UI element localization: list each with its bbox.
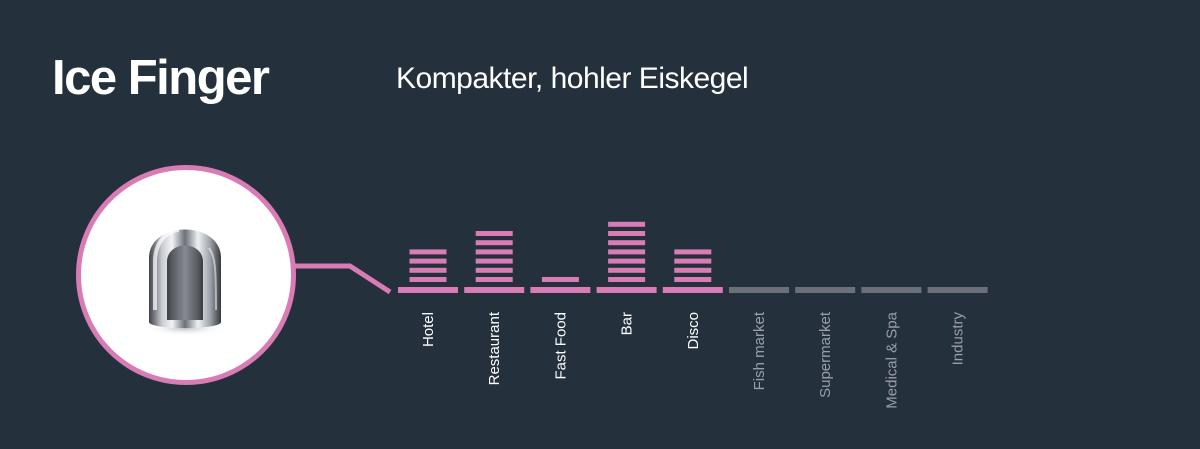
bar-segment [541,277,579,282]
bar-segment [608,231,646,236]
ice-finger-image [145,228,225,336]
category-label: Fish market [751,311,768,390]
bar-segment [409,267,447,273]
baseline-segment [596,287,657,293]
bar-segment [674,249,712,255]
baseline-segment [398,287,458,293]
bar-segment [674,258,712,264]
ice-finger-subtitle: Kompakter, hohler Eiskegel [396,62,749,95]
bar-segment [475,240,513,246]
bar-segment [475,258,513,264]
category-label: Fast Food [552,312,569,380]
bar-segment [608,277,646,282]
bar-segment [608,240,646,246]
category-label: Medical & Spa [883,311,900,408]
product-image-circle [76,165,296,385]
category-label: Restaurant [486,311,503,385]
bar-segment [674,267,712,273]
baseline-segment [662,287,723,293]
bar-segment [608,267,646,273]
bar-segment [475,231,513,236]
bar-segment [608,258,646,264]
category-label: Disco [685,312,702,350]
category-label: Hotel [420,312,437,347]
category-label: Supermarket [817,311,834,398]
bar-segment [608,249,646,255]
bar-segment [409,249,447,255]
baseline-segment [464,287,525,293]
bar-segment [475,267,513,273]
bar-segment [674,277,712,282]
bar-segment [475,249,513,255]
bar-segment [409,258,447,264]
baseline-segment [927,287,988,293]
bar-segment [608,221,646,227]
bar-segment [409,277,447,282]
baseline-segment [795,287,856,293]
baseline-segment [530,287,591,293]
category-label: Bar [619,312,636,335]
bar-segment [475,277,513,282]
baseline-segment [861,287,922,293]
category-label: Industry [950,312,967,366]
ice-finger-title: Ice Finger [52,51,270,105]
baseline-segment [729,287,789,293]
